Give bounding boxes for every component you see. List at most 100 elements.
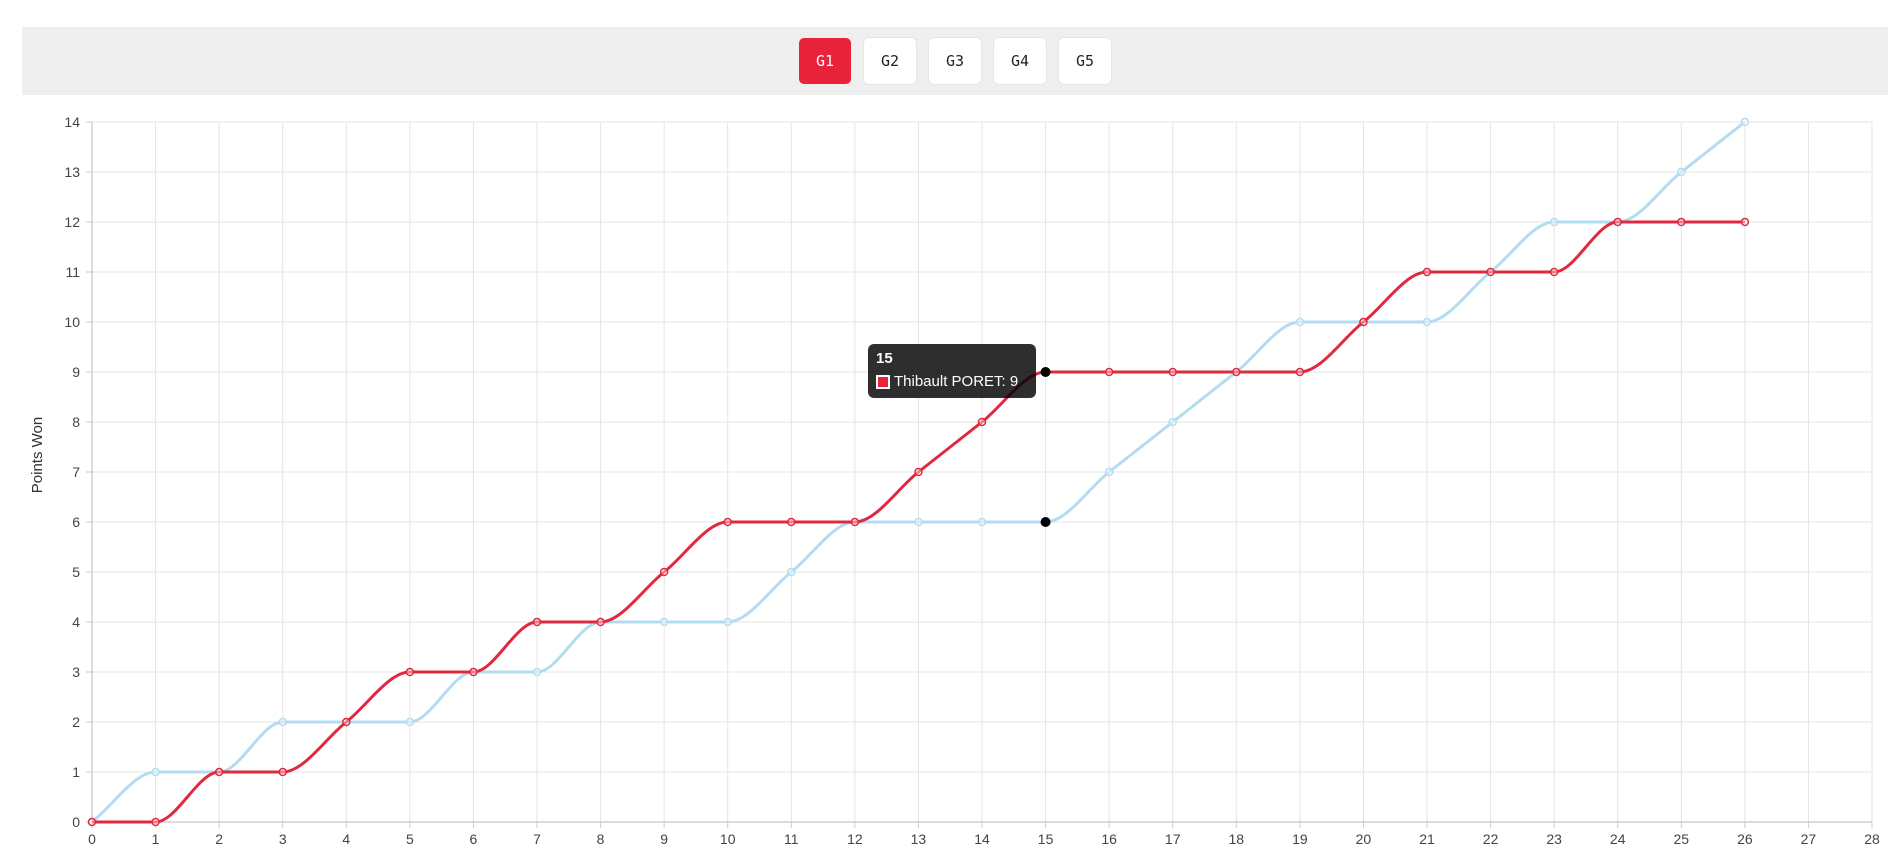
series-line-0 [91, 220, 1745, 824]
data-point [1549, 267, 1559, 277]
game-tabs: G1 G2 G3 G4 G5 [22, 38, 1888, 84]
x-tick-label: 21 [1419, 831, 1435, 847]
data-point [1613, 217, 1622, 227]
data-point [787, 517, 796, 527]
axes: 0 1 2 3 4 5 6 7 8 9 10 11 12 13 14 15 16 17 18 19 20 21 22 23 24… [64, 114, 1880, 847]
data-point [1422, 317, 1432, 327]
data-point [87, 817, 97, 827]
hover-point-1 [1040, 517, 1051, 527]
data-point [1104, 367, 1114, 377]
data-point [1168, 417, 1177, 427]
y-tick-label: 10 [64, 314, 80, 330]
x-tick-label: 3 [279, 831, 287, 847]
data-point [532, 617, 542, 627]
data-point [1740, 217, 1750, 227]
x-tick-label: 13 [911, 831, 927, 847]
x-tick-label: 12 [847, 831, 863, 847]
x-tick-label: 0 [88, 831, 96, 847]
x-tick-label: 5 [406, 831, 414, 847]
data-point [1168, 367, 1177, 377]
x-tick-label: 7 [533, 831, 541, 847]
x-tick-label: 28 [1864, 831, 1880, 847]
hover-point-0 [1040, 367, 1051, 377]
data-point [214, 767, 224, 777]
series-layer [87, 117, 1750, 827]
tab-g3[interactable]: G3 [929, 38, 981, 84]
tab-g2[interactable]: G2 [864, 38, 916, 84]
y-tick-label: 8 [72, 414, 80, 430]
x-tick-label: 10 [720, 831, 736, 847]
data-point [1486, 267, 1495, 277]
y-tick-label: 4 [72, 614, 80, 630]
data-point [405, 717, 415, 727]
data-point [977, 417, 987, 427]
y-tick-label: 3 [72, 664, 80, 680]
data-point [1104, 467, 1114, 477]
x-tick-label: 27 [1801, 831, 1817, 847]
series-line-1 [91, 120, 1746, 824]
chart-tooltip: 15 Thibault PORET: 9 [868, 344, 1036, 398]
game-selector-bar: G1 G2 G3 G4 G5 [22, 27, 1888, 95]
tab-g4[interactable]: G4 [994, 38, 1046, 84]
data-point [1295, 367, 1305, 377]
x-tick-label: 24 [1610, 831, 1626, 847]
x-tick-label: 6 [470, 831, 478, 847]
data-point [1422, 267, 1432, 277]
data-point [1677, 217, 1686, 227]
x-tick-label: 17 [1165, 831, 1181, 847]
x-tick-label: 18 [1228, 831, 1244, 847]
data-point [659, 617, 669, 627]
x-tick-label: 14 [974, 831, 990, 847]
y-tick-label: 13 [64, 164, 80, 180]
data-point [1740, 117, 1750, 127]
x-tick-label: 2 [215, 831, 223, 847]
tooltip-swatch [876, 375, 890, 389]
x-tick-label: 22 [1483, 831, 1499, 847]
x-tick-label: 11 [784, 831, 799, 847]
data-point [532, 667, 542, 677]
tab-g1[interactable]: G1 [799, 38, 851, 84]
data-point [278, 767, 287, 777]
data-point [659, 567, 669, 577]
data-point [787, 567, 796, 577]
y-tick-label: 14 [64, 114, 80, 130]
y-tick-label: 6 [72, 514, 80, 530]
y-tick-label: 9 [72, 364, 80, 380]
y-axis-label: Points Won [29, 417, 46, 493]
data-point [1677, 167, 1686, 177]
data-point [1295, 317, 1305, 327]
data-point [1549, 217, 1559, 227]
highlight-layer [1040, 367, 1051, 527]
data-point [1232, 367, 1241, 377]
data-point [278, 717, 287, 727]
tab-g5[interactable]: G5 [1059, 38, 1111, 84]
data-point [723, 517, 732, 527]
x-tick-label: 23 [1546, 831, 1562, 847]
tooltip-title: 15 [876, 350, 893, 367]
y-tick-label: 12 [64, 214, 80, 230]
data-point [151, 817, 160, 827]
data-point [405, 667, 415, 677]
data-point [151, 767, 160, 777]
x-tick-label: 25 [1673, 831, 1689, 847]
x-tick-label: 4 [342, 831, 350, 847]
y-tick-label: 5 [72, 564, 80, 580]
y-tick-label: 1 [72, 764, 80, 780]
data-point [469, 667, 478, 677]
y-tick-label: 7 [72, 464, 80, 480]
y-tick-label: 11 [65, 264, 80, 280]
x-tick-label: 19 [1292, 831, 1308, 847]
x-tick-label: 20 [1356, 831, 1372, 847]
data-point [342, 717, 351, 727]
x-tick-label: 26 [1737, 831, 1753, 847]
data-point [596, 617, 605, 627]
tooltip-text: Thibault PORET: 9 [894, 373, 1019, 390]
x-tick-label: 16 [1101, 831, 1117, 847]
data-point [850, 517, 860, 527]
x-tick-label: 1 [152, 831, 160, 847]
x-tick-label: 9 [660, 831, 668, 847]
y-tick-label: 0 [72, 814, 80, 830]
data-point [1359, 317, 1368, 327]
y-tick-label: 2 [72, 714, 80, 730]
